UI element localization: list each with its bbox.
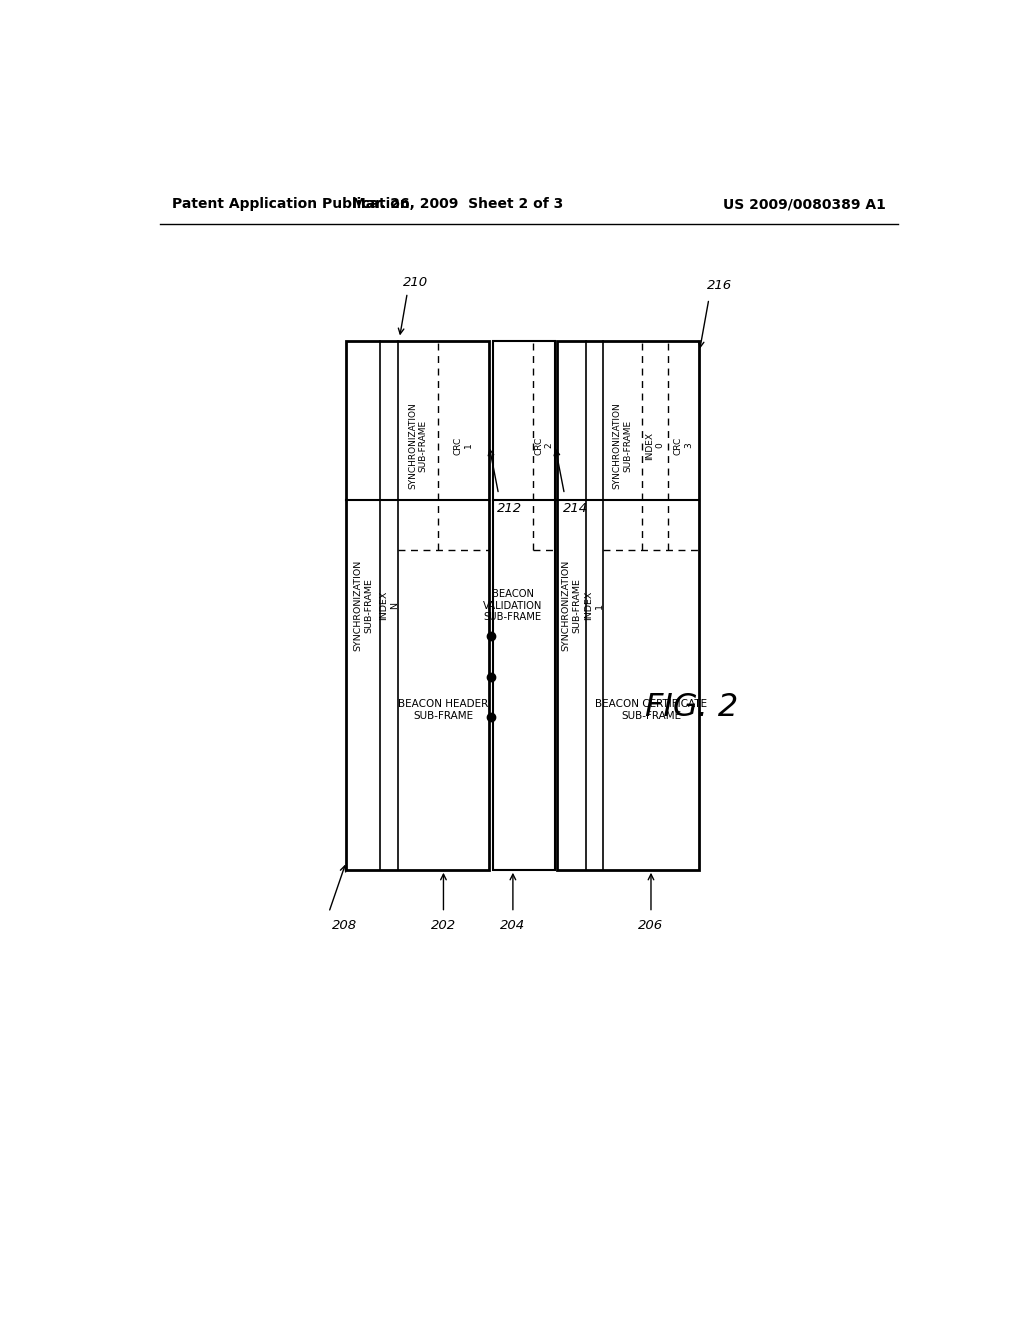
Text: SYNCHRONIZATION
SUB-FRAME: SYNCHRONIZATION SUB-FRAME (408, 403, 427, 488)
Text: 214: 214 (563, 502, 588, 515)
Text: FIG. 2: FIG. 2 (645, 692, 738, 723)
Text: 202: 202 (431, 919, 456, 932)
Text: CRC
3: CRC 3 (674, 437, 693, 454)
Text: SYNCHRONIZATION
SUB-FRAME: SYNCHRONIZATION SUB-FRAME (612, 403, 632, 488)
Text: INDEX
N: INDEX N (380, 591, 398, 620)
Text: US 2009/0080389 A1: US 2009/0080389 A1 (723, 197, 886, 211)
Text: BEACON
VALIDATION
SUB-FRAME: BEACON VALIDATION SUB-FRAME (483, 589, 543, 622)
Text: INDEX
1: INDEX 1 (585, 591, 604, 620)
Text: Mar. 26, 2009  Sheet 2 of 3: Mar. 26, 2009 Sheet 2 of 3 (351, 197, 563, 211)
Text: 206: 206 (638, 919, 664, 932)
Text: BEACON CERTIFICATE
SUB-FRAME: BEACON CERTIFICATE SUB-FRAME (595, 700, 707, 721)
Text: SYNCHRONIZATION
SUB-FRAME: SYNCHRONIZATION SUB-FRAME (561, 560, 581, 651)
Text: 212: 212 (497, 502, 522, 515)
Text: Patent Application Publication: Patent Application Publication (172, 197, 410, 211)
Text: 216: 216 (708, 279, 732, 292)
Text: INDEX
0: INDEX 0 (645, 432, 665, 459)
Text: BEACON HEADER
SUB-FRAME: BEACON HEADER SUB-FRAME (398, 700, 488, 721)
Text: CRC
1: CRC 1 (454, 437, 473, 454)
Text: 204: 204 (501, 919, 525, 932)
Text: SYNCHRONIZATION
SUB-FRAME: SYNCHRONIZATION SUB-FRAME (353, 560, 373, 651)
Text: 210: 210 (402, 276, 428, 289)
Text: 208: 208 (332, 919, 357, 932)
Text: CRC
2: CRC 2 (535, 437, 554, 454)
